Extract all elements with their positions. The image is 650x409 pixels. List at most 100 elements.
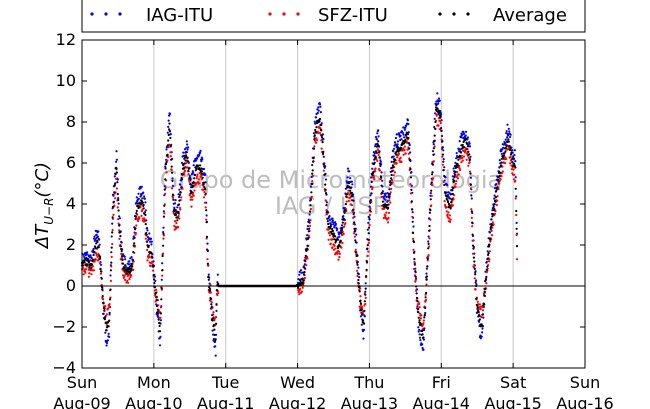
data-point <box>102 306 106 309</box>
data-point <box>431 171 434 174</box>
data-point <box>461 133 464 136</box>
data-point <box>216 293 219 297</box>
data-point <box>422 336 425 339</box>
data-point <box>454 182 457 185</box>
data-point <box>452 167 455 170</box>
data-point <box>322 150 325 153</box>
data-point <box>353 227 356 230</box>
data-point <box>205 235 209 238</box>
data-point <box>325 201 328 204</box>
data-point <box>150 243 153 246</box>
data-point <box>356 263 359 266</box>
data-point <box>104 331 107 334</box>
data-point <box>183 169 187 172</box>
data-point <box>343 225 346 228</box>
data-point <box>312 174 315 177</box>
data-point <box>481 305 484 309</box>
data-point <box>328 234 331 237</box>
data-point <box>376 159 379 162</box>
data-point <box>336 236 339 239</box>
data-point <box>419 339 422 342</box>
data-point <box>334 222 337 226</box>
data-point <box>415 292 418 295</box>
data-point <box>351 183 354 186</box>
data-point <box>377 144 380 147</box>
data-point <box>393 158 397 161</box>
data-point <box>332 232 335 235</box>
data-point <box>482 316 485 319</box>
data-point <box>467 164 470 167</box>
data-point <box>103 318 106 321</box>
data-point <box>426 265 429 268</box>
data-point <box>193 177 196 180</box>
data-point <box>342 232 345 235</box>
data-point <box>307 234 310 237</box>
data-point <box>139 187 142 190</box>
data-point <box>469 172 472 175</box>
data-point <box>464 134 467 137</box>
data-point <box>425 278 428 281</box>
data-point <box>98 257 101 260</box>
legend-box <box>81 0 586 33</box>
data-point <box>333 238 336 241</box>
data-point <box>443 200 446 203</box>
data-point <box>387 221 390 224</box>
data-point <box>102 298 105 301</box>
data-point <box>163 204 166 207</box>
data-point <box>454 170 457 173</box>
data-point <box>397 132 400 135</box>
x-tick-day: Fri <box>432 373 451 392</box>
data-point <box>390 160 393 163</box>
data-point <box>108 298 112 301</box>
data-point <box>143 218 146 221</box>
data-point <box>112 200 115 203</box>
data-point <box>133 242 136 245</box>
data-point <box>465 138 468 141</box>
data-point <box>348 186 351 189</box>
data-point <box>424 311 427 315</box>
data-point <box>331 229 334 233</box>
data-point <box>168 112 172 116</box>
data-point <box>356 261 359 264</box>
data-point <box>161 274 164 277</box>
data-point <box>368 218 371 221</box>
data-point <box>173 209 176 212</box>
data-point <box>312 160 315 163</box>
data-point <box>474 288 477 291</box>
data-point <box>299 269 303 272</box>
data-point <box>369 194 372 197</box>
data-point <box>144 201 147 204</box>
data-point <box>105 341 109 345</box>
data-point <box>298 293 301 296</box>
data-point <box>213 319 216 322</box>
data-point <box>443 166 446 169</box>
data-point <box>329 225 332 228</box>
data-point <box>502 146 505 149</box>
data-point <box>137 192 140 195</box>
data-point <box>500 164 503 167</box>
data-point <box>472 247 475 250</box>
data-point <box>508 130 511 133</box>
data-point <box>319 123 322 127</box>
data-point <box>418 302 421 305</box>
data-point <box>187 146 190 149</box>
data-point <box>407 123 410 126</box>
data-point <box>110 265 113 268</box>
data-point <box>96 255 99 258</box>
data-point <box>94 238 97 241</box>
data-point <box>169 133 172 136</box>
data-point <box>487 245 491 248</box>
data-point <box>159 306 162 309</box>
data-point <box>418 312 422 315</box>
data-point <box>301 271 304 274</box>
data-point <box>417 326 420 329</box>
data-point <box>204 181 207 184</box>
data-point <box>160 287 163 290</box>
data-point <box>420 314 423 317</box>
data-point <box>187 160 190 163</box>
data-point <box>164 178 167 181</box>
data-point <box>509 155 512 158</box>
data-point <box>309 219 312 222</box>
data-point <box>315 116 318 119</box>
data-point <box>431 184 434 187</box>
